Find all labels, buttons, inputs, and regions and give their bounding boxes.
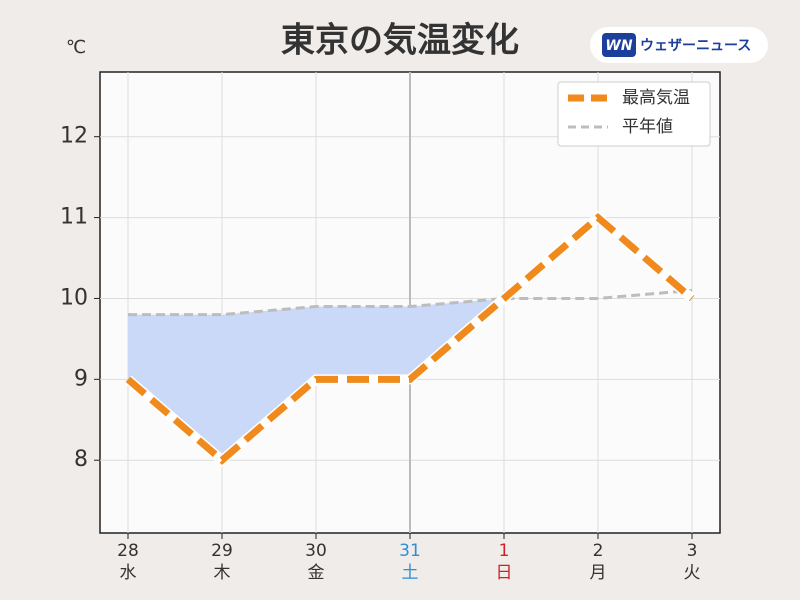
x-tick-label: 1 — [499, 541, 510, 561]
x-weekday-label: 金 — [308, 563, 325, 583]
y-tick-label: 8 — [74, 447, 88, 472]
y-tick-label: 11 — [60, 205, 88, 230]
logo-name: ウェザーニュース — [640, 38, 751, 54]
legend-label: 最高気温 — [622, 88, 690, 108]
below-normal-fill — [128, 314, 222, 461]
x-weekday-label: 月 — [590, 563, 607, 583]
x-weekday-label: 火 — [684, 563, 701, 583]
x-tick-label: 3 — [687, 541, 698, 561]
y-tick-label: 10 — [60, 285, 88, 310]
legend-label: 平年値 — [622, 117, 673, 137]
x-tick-label: 29 — [211, 541, 233, 561]
logo-badge-box — [602, 33, 636, 57]
x-tick-label: 2 — [593, 541, 604, 561]
logo: WN ウェザーニュース — [590, 27, 768, 63]
y-tick-label: 12 — [60, 124, 88, 149]
below-normal-fill — [222, 306, 316, 461]
x-weekday-label: 日 — [496, 563, 513, 583]
below-normal-fill — [316, 306, 410, 380]
normal-line — [128, 288, 693, 317]
x-weekday-label: 水 — [120, 563, 137, 583]
y-tick-label: 9 — [74, 366, 88, 391]
x-tick-label: 31 — [399, 541, 421, 561]
max-temp-line — [125, 212, 695, 465]
chart-title: 東京の気温変化 — [281, 21, 519, 61]
logo-badge: WN — [605, 38, 632, 54]
x-tick-label: 28 — [117, 541, 139, 561]
x-tick-label: 30 — [305, 541, 327, 561]
x-weekday-label: 木 — [214, 563, 231, 583]
x-weekday-label: 土 — [402, 563, 419, 583]
y-unit: ℃ — [66, 37, 86, 58]
